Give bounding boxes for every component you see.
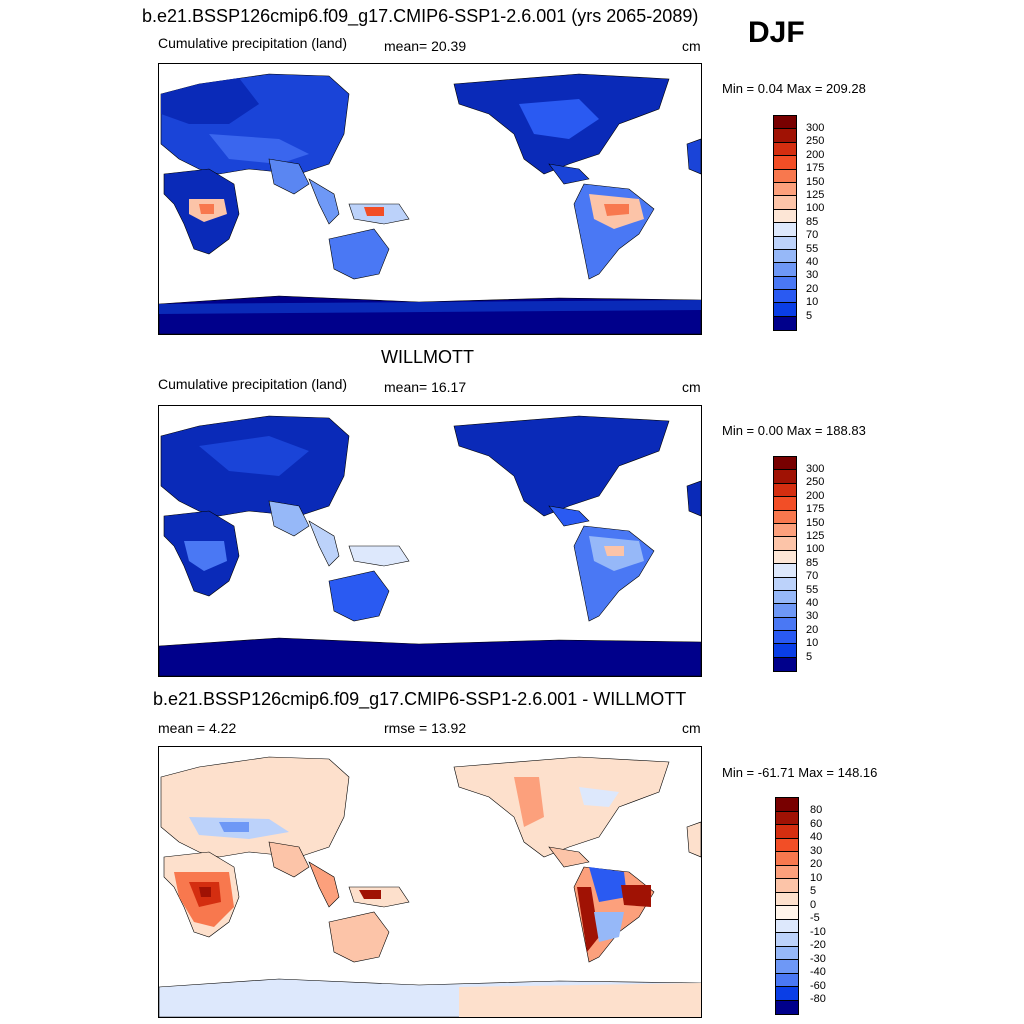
colorbar-tick-label: 30 — [810, 844, 823, 857]
panel-3-title: b.e21.BSSP126cmip6.f09_g17.CMIP6-SSP1-2.… — [153, 689, 687, 709]
colorbar-tick-label: 80 — [810, 804, 823, 816]
panel-3-colorbar — [775, 797, 799, 1015]
colorbar-tick-label: -30 — [810, 952, 826, 965]
colorbar-tick-label: 20 — [810, 858, 823, 870]
panel-3-map-svg — [159, 756, 701, 1017]
colorbar-tick-label: 55 — [806, 583, 819, 596]
colorbar-tick-label: 5 — [806, 650, 813, 663]
colorbar-tick-label: 20 — [806, 623, 819, 636]
panel-3-rmse: rmse = 13.92 — [384, 720, 467, 736]
panel-3-units: cm — [682, 720, 701, 736]
colorbar-tick-label: 5 — [806, 309, 813, 322]
panel-2-colorbar — [773, 456, 797, 673]
panel-2-map — [158, 405, 702, 677]
colorbar-tick-label: 100 — [806, 543, 825, 556]
panel-1-colorbar — [773, 115, 797, 332]
season-label: DJF — [748, 16, 805, 49]
colorbar-tick-label: 60 — [810, 817, 823, 830]
panel-1-units: cm — [682, 38, 701, 54]
colorbar-tick-label: -80 — [810, 993, 826, 1005]
colorbar-tick-label: 0 — [810, 898, 817, 911]
colorbar-tick-label: 125 — [806, 189, 825, 201]
colorbar-tick-label: 30 — [806, 269, 819, 282]
colorbar-tick-label: 70 — [806, 570, 819, 583]
colorbar-tick-label: -10 — [810, 925, 826, 938]
colorbar-tick-label: 40 — [810, 831, 823, 843]
colorbar-tick-label: 20 — [806, 282, 819, 295]
colorbar-tick-label: 30 — [806, 610, 819, 623]
panel-3-mean: mean = 4.22 — [158, 720, 237, 736]
colorbar-tick-label: 10 — [806, 296, 819, 309]
colorbar-tick-label: 150 — [806, 516, 825, 529]
colorbar-tick-label: -60 — [810, 979, 826, 992]
colorbar-tick-label: -20 — [810, 939, 826, 951]
colorbar-tick-label: 175 — [806, 162, 825, 175]
colorbar-tick-label: 150 — [806, 175, 825, 188]
panel-2-minmax: Min = 0.00 Max = 188.83 — [722, 423, 866, 438]
panel-1-map-svg — [159, 73, 701, 334]
colorbar-tick-label: 55 — [806, 242, 819, 255]
colorbar-tick-label: 70 — [806, 229, 819, 242]
panel-1-minmax: Min = 0.04 Max = 209.28 — [722, 81, 866, 96]
panel-2-map-svg — [159, 415, 701, 676]
colorbar-tick-label: 300 — [806, 463, 825, 475]
panel-1-left-label: Cumulative precipitation (land) — [158, 35, 348, 51]
panel-1-map — [158, 63, 702, 335]
panel-2-mean: mean= 16.17 — [384, 379, 467, 395]
panel-3-map — [158, 746, 702, 1018]
panel-2-units: cm — [682, 379, 701, 395]
colorbar-tick-label: 10 — [810, 871, 823, 884]
panel-1-mean: mean= 20.39 — [384, 38, 467, 54]
colorbar-tick-label: 250 — [806, 135, 825, 148]
colorbar-tick-label: 40 — [806, 597, 819, 609]
colorbar-tick-label: 200 — [806, 489, 825, 502]
colorbar-tick-label: 40 — [806, 256, 819, 268]
colorbar-tick-label: -40 — [810, 966, 826, 978]
colorbar-tick-label: 100 — [806, 202, 825, 215]
colorbar-tick-label: -5 — [810, 912, 820, 924]
colorbar-tick-label: 5 — [810, 885, 817, 897]
panel-2-title: WILLMOTT — [381, 347, 474, 367]
colorbar-tick-label: 125 — [806, 530, 825, 542]
panel-1-title: b.e21.BSSP126cmip6.f09_g17.CMIP6-SSP1-2.… — [142, 6, 699, 26]
colorbar-tick-label: 200 — [806, 148, 825, 161]
panel-3-minmax: Min = -61.71 Max = 148.16 — [722, 765, 878, 780]
colorbar-tick-label: 250 — [806, 476, 825, 489]
colorbar-tick-label: 10 — [806, 637, 819, 650]
colorbar-tick-label: 85 — [806, 556, 819, 569]
colorbar-tick-label: 300 — [806, 122, 825, 134]
colorbar-tick-label: 85 — [806, 215, 819, 228]
panel-2-left-label: Cumulative precipitation (land) — [158, 376, 348, 392]
colorbar-tick-label: 175 — [806, 503, 825, 516]
